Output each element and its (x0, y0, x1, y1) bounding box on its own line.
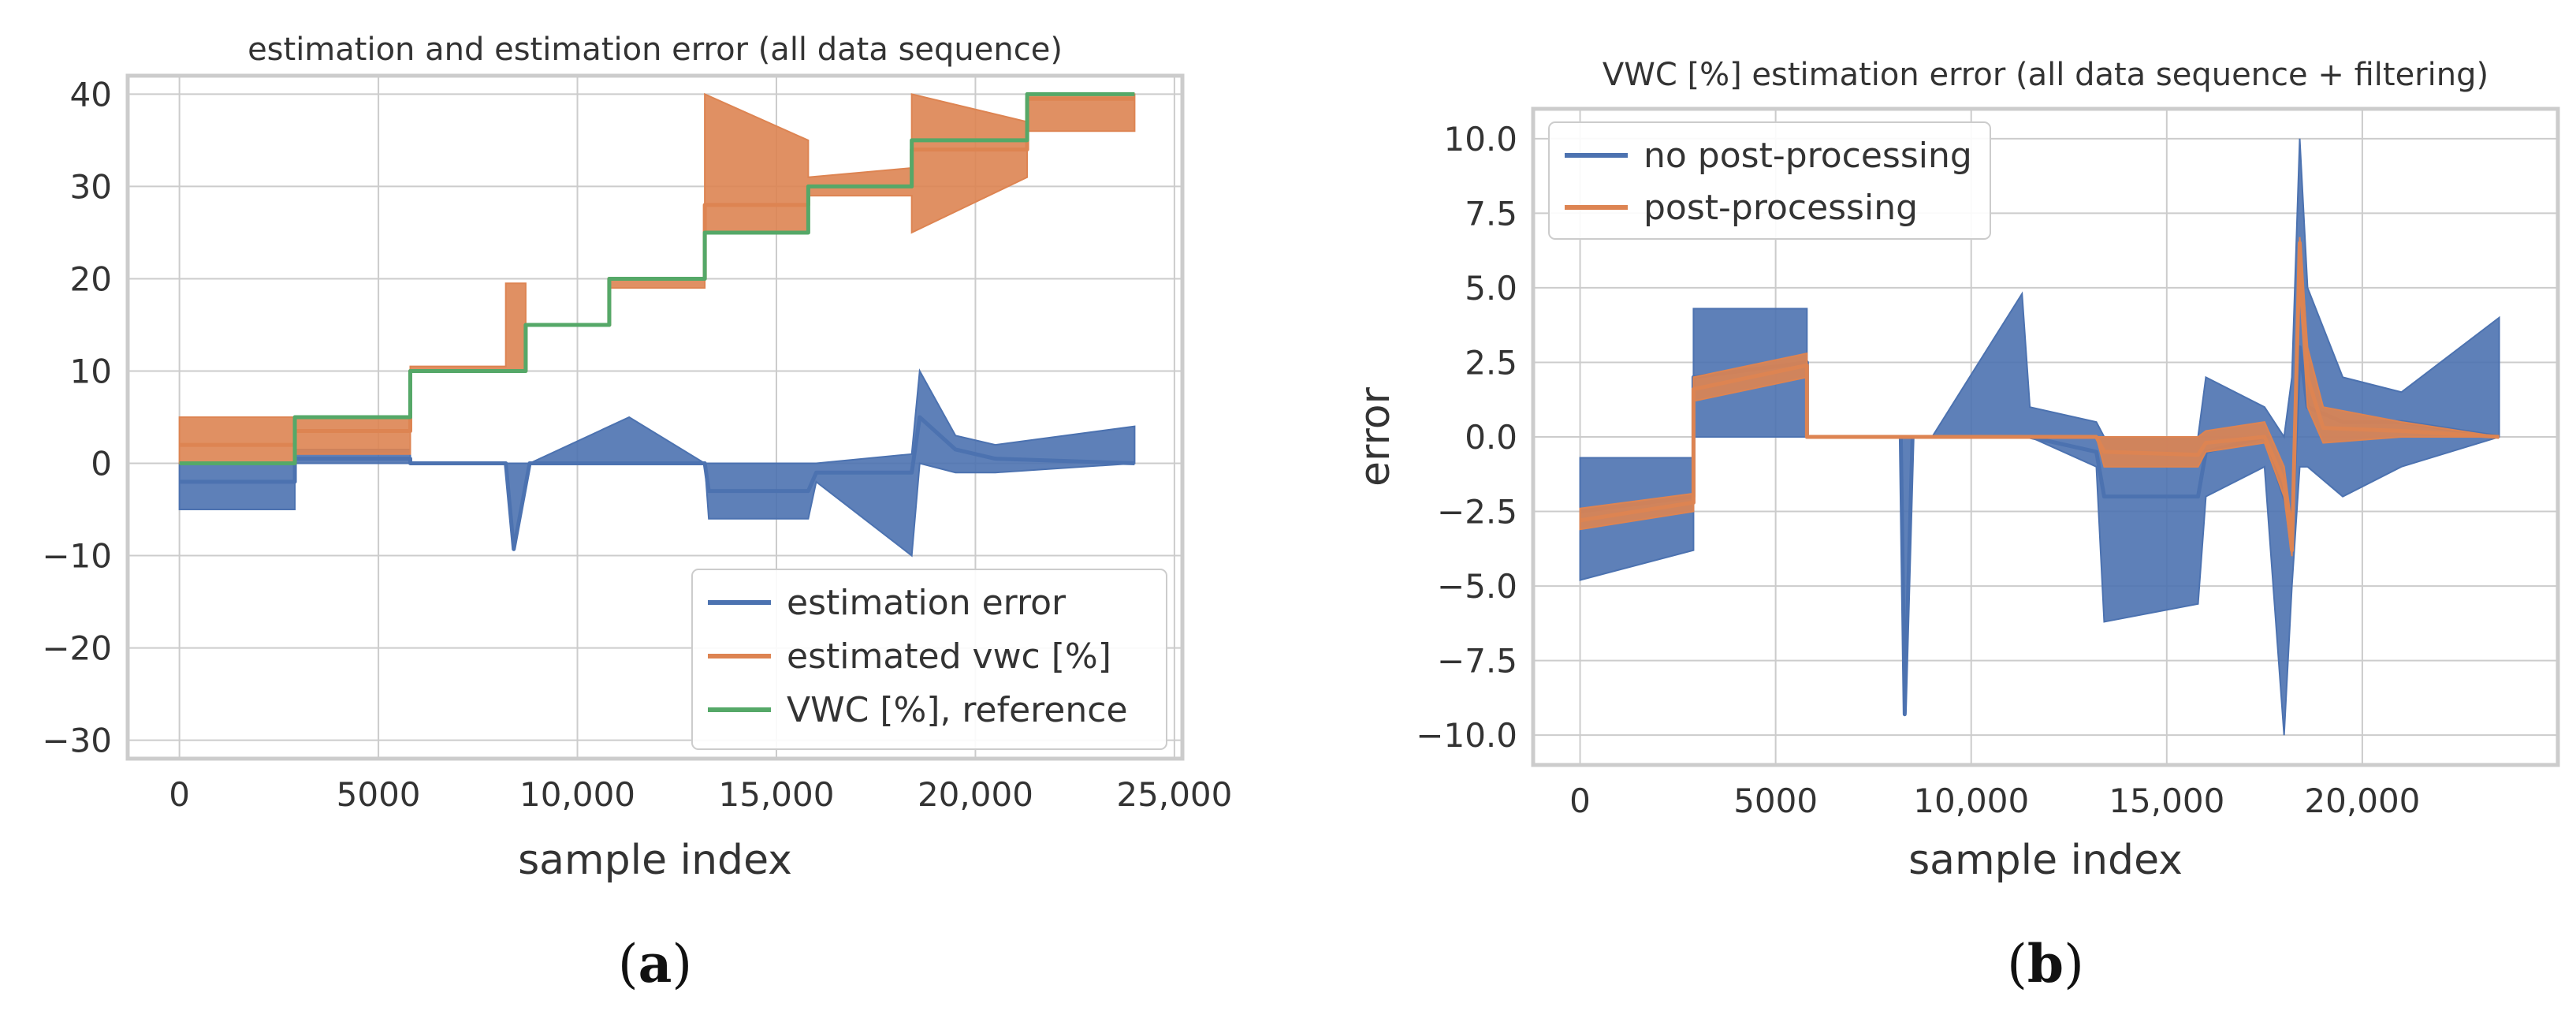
panel-label-letter: a (638, 933, 672, 994)
x-tick-label: 10,000 (1913, 782, 2029, 820)
y-tick-label: −10.0 (1416, 716, 1517, 755)
y-tick-label: 10.0 (1443, 120, 1517, 159)
y-tick-label: 0.0 (1465, 418, 1517, 457)
y-tick-label: −2.5 (1437, 493, 1517, 532)
x-tick-label: 20,000 (2304, 782, 2420, 820)
x-axis-label: sample index (1908, 837, 2183, 884)
y-tick-label: 10 (70, 352, 112, 390)
x-tick-label: 10,000 (519, 775, 635, 814)
panel-label: (b) (2007, 933, 2084, 994)
legend: no post-processing post-processing (1548, 121, 1991, 240)
y-tick-label: −5.0 (1437, 567, 1517, 606)
legend-label: estimated vwc [%] (787, 636, 1111, 677)
y-axis-label: error (1352, 386, 1399, 487)
x-tick-label: 5000 (337, 775, 421, 814)
chart-title: VWC [%] estimation error (all data seque… (1603, 57, 2489, 93)
y-tick-label: 5.0 (1465, 269, 1517, 308)
legend-label: estimation error (787, 583, 1067, 623)
legend-label: VWC [%], reference (787, 690, 1128, 730)
legend: estimation error estimated vwc [%] VWC [%]… (691, 569, 1167, 750)
y-tick-label: 7.5 (1465, 194, 1517, 233)
x-tick-label: 15,000 (719, 775, 835, 814)
y-tick-label: 2.5 (1465, 343, 1517, 382)
x-tick-label: 0 (1569, 782, 1591, 820)
panel-label-letter: b (2027, 933, 2064, 994)
panel-label: (a) (618, 933, 692, 994)
chart-title: estimation and estimation error (all dat… (248, 32, 1063, 68)
y-tick-label: 0 (91, 445, 112, 483)
series-line-2 (179, 91, 1135, 466)
legend-label: post-processing (1644, 188, 1918, 228)
panel-label-paren: ( (2007, 934, 2027, 994)
y-tick-label: −20 (42, 629, 112, 668)
y-tick-label: −30 (42, 722, 112, 760)
x-tick-label: 0 (169, 775, 190, 814)
axes-frame (1531, 106, 2560, 767)
x-tick-label: 15,000 (2109, 782, 2224, 820)
axes-frame (125, 73, 1185, 761)
y-tick-label: −7.5 (1437, 642, 1517, 681)
panel-label-paren: ) (2064, 934, 2084, 994)
chart-panel-a: 0 5000 10,000 15,000 20,000 25,000 −30 −20 −10 0 1… (42, 32, 1232, 994)
x-tick-label: 20,000 (918, 775, 1033, 814)
legend-label: no post-processing (1644, 136, 1972, 176)
legend-box (691, 569, 1167, 750)
y-tick-label: −10 (42, 537, 112, 576)
panel-label-paren: ( (618, 934, 638, 994)
chart-panel-b: 0 5000 10,000 15,000 20,000 −10.0 −7.5 −5.0 −2.5… (1352, 57, 2560, 994)
panel-label-paren: ) (672, 934, 692, 994)
legend-box (1548, 121, 1991, 240)
x-tick-label: 25,000 (1116, 775, 1232, 814)
x-axis-label: sample index (518, 837, 792, 884)
y-tick-label: 20 (70, 259, 112, 298)
series-line-0 (179, 415, 1135, 551)
series-line-1 (1580, 241, 2500, 553)
y-tick-label: 40 (70, 75, 112, 114)
x-tick-label: 5000 (1733, 782, 1818, 820)
y-tick-label: 30 (70, 167, 112, 206)
